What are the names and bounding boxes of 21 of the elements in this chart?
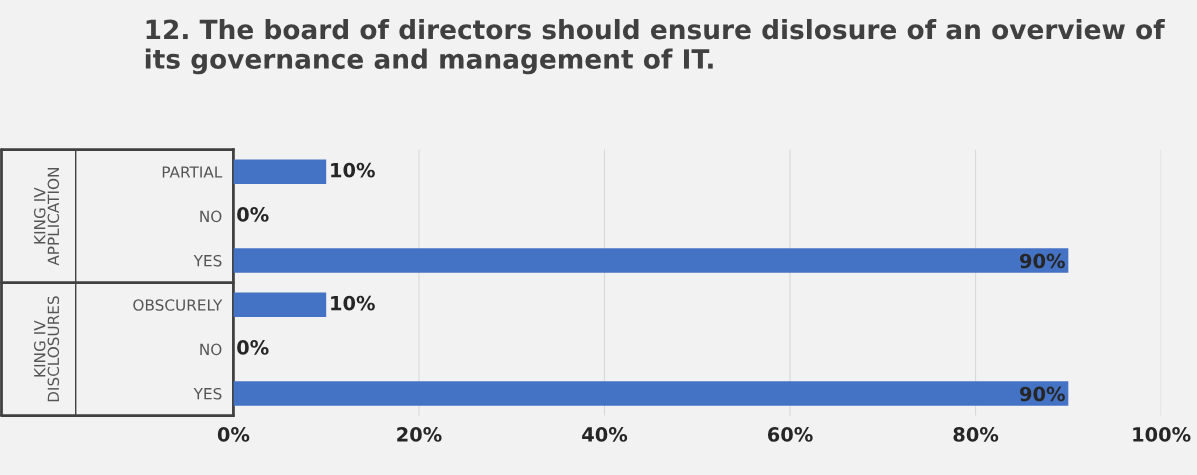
text: KING IV APPLICATION: [33, 168, 60, 266]
x-tick-label: 40%: [582, 427, 628, 442]
y-tick-label: YES: [193, 387, 222, 400]
data-label: 0%: [237, 340, 269, 355]
text: KING IV DISCLOSURES: [33, 296, 60, 402]
data-label: 10%: [331, 162, 375, 178]
chart-title: 12. The board of directors should ensure dislosure of an overview of its governance and management of IT.: [145, 19, 1165, 75]
y-tick-label: NO: [200, 343, 222, 356]
y-tick-label: NO: [200, 210, 222, 223]
x-tick-label: 20%: [397, 427, 442, 442]
data-label: 90%: [1020, 386, 1065, 402]
x-tick-label: 80%: [953, 427, 999, 442]
data-label: 0%: [237, 207, 269, 222]
data-label: 90%: [1020, 253, 1065, 269]
y-tick-label: YES: [193, 254, 222, 267]
x-tick-label: 100%: [1133, 427, 1191, 442]
x-tick-label: 0%: [217, 427, 250, 442]
x-tick-label: 60%: [767, 427, 813, 442]
y-tick-label: PARTIAL: [162, 166, 223, 178]
y-tick-label: OBSCURELY: [133, 299, 223, 311]
data-label: 10%: [331, 295, 375, 311]
